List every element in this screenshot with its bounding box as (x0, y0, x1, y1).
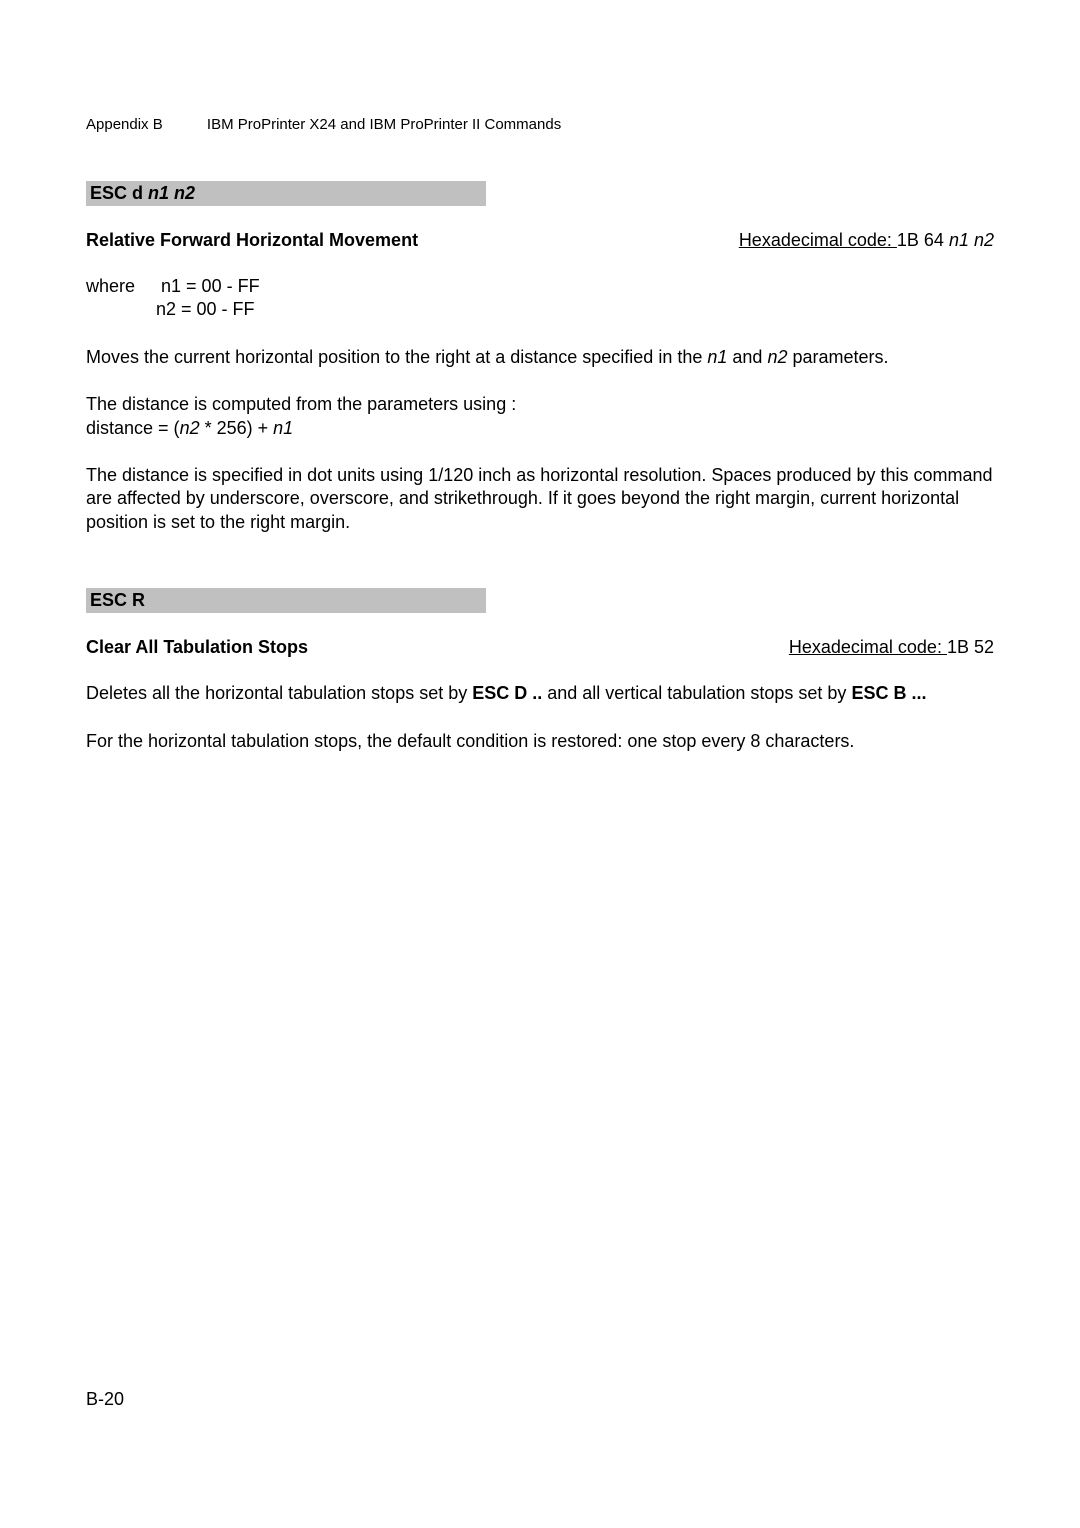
command-heading-esc-d: ESC d n1 n2 (86, 181, 486, 206)
hex-label-2: Hexadecimal code: (789, 637, 947, 657)
para2-c: * 256) + (200, 418, 274, 438)
hex-code-2: Hexadecimal code: 1B 52 (789, 637, 994, 658)
where-label: where (86, 275, 156, 298)
para2-a: The distance is computed from the parame… (86, 394, 516, 414)
para-default-restore: For the horizontal tabulation stops, the… (86, 730, 994, 753)
subhead-title-1: Relative Forward Horizontal Movement (86, 230, 418, 251)
para1-n1: n1 (707, 347, 727, 367)
hex-label-1: Hexadecimal code: (739, 230, 897, 250)
para2-n2: n2 (180, 418, 200, 438)
s2-escd: ESC D .. (472, 683, 542, 703)
hex-value-1: 1B 64 (897, 230, 949, 250)
para-distance-spec: The distance is specified in dot units u… (86, 464, 994, 534)
para-delete-stops: Deletes all the horizontal tabulation st… (86, 682, 994, 705)
page-header: Appendix B IBM ProPrinter X24 and IBM Pr… (86, 116, 994, 133)
subhead-title-2: Clear All Tabulation Stops (86, 637, 308, 658)
hex-params-1: n1 n2 (949, 230, 994, 250)
appendix-label: Appendix B (86, 116, 163, 133)
hex-code-1: Hexadecimal code: 1B 64 n1 n2 (739, 230, 994, 251)
para1-c: parameters. (787, 347, 888, 367)
page: Appendix B IBM ProPrinter X24 and IBM Pr… (0, 0, 1080, 1528)
cmd-heading-params: n1 n2 (148, 183, 195, 203)
subhead-row-1: Relative Forward Horizontal Movement Hex… (86, 230, 994, 251)
para1-b: and (727, 347, 767, 367)
s2-para1-b: and all vertical tabulation stops set by (542, 683, 851, 703)
hex-value-2: 1B 52 (947, 637, 994, 657)
header-title: IBM ProPrinter X24 and IBM ProPrinter II… (207, 116, 561, 133)
para2-b: distance = ( (86, 418, 180, 438)
cmd-heading-prefix: ESC d (90, 183, 148, 203)
where-n1: n1 (161, 276, 181, 296)
where-n1-rest: = 00 - FF (181, 276, 260, 296)
section-gap (86, 558, 994, 588)
s2-escb: ESC B ... (851, 683, 926, 703)
subhead-row-2: Clear All Tabulation Stops Hexadecimal c… (86, 637, 994, 658)
para1-n2: n2 (767, 347, 787, 367)
para2-n1: n1 (273, 418, 293, 438)
para-moves: Moves the current horizontal position to… (86, 346, 994, 369)
para-distance-formula: The distance is computed from the parame… (86, 393, 994, 440)
command-heading-esc-r: ESC R (86, 588, 486, 613)
page-number: B-20 (86, 1389, 124, 1410)
where-block: where n1 = 00 - FF n2 = 00 - FF (86, 275, 994, 322)
s2-para1-a: Deletes all the horizontal tabulation st… (86, 683, 472, 703)
para1-a: Moves the current horizontal position to… (86, 347, 707, 367)
where-line2: n2 = 00 - FF (156, 298, 255, 321)
